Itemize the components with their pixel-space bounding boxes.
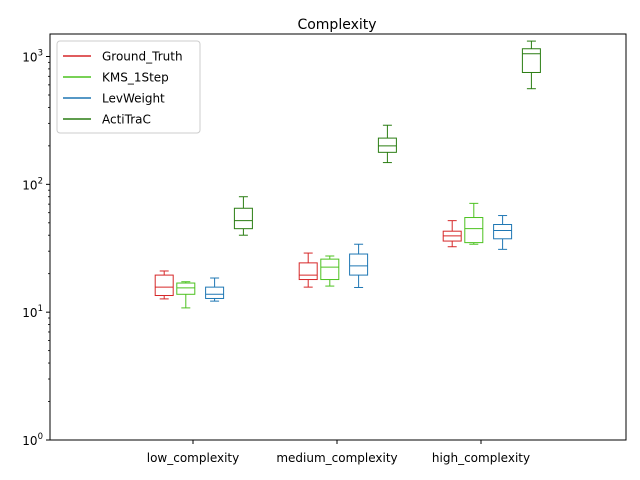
legend-item-LevWeight: LevWeight <box>63 92 165 106</box>
legend-item-ActiTraC: ActiTraC <box>63 113 151 127</box>
box-ActiTraC-high_complexity <box>521 40 541 90</box>
legend-box <box>56 40 201 134</box>
legend-label: Ground_Truth <box>102 50 183 64</box>
box-KMS_1Step-medium_complexity <box>320 255 340 287</box>
legend-item-Ground_Truth: Ground_Truth <box>63 50 183 64</box>
y-tick-label: 101 <box>22 304 43 320</box>
y-tick-label: 100 <box>22 432 43 448</box>
x-tick-label: low_complexity <box>147 451 239 465</box>
series-LevWeight <box>205 215 513 302</box>
box-LevWeight-high_complexity <box>493 215 513 250</box>
legend-label: ActiTraC <box>102 113 151 127</box>
box-LevWeight-low_complexity <box>205 277 225 302</box>
box-iqr <box>176 282 196 295</box>
legend: Ground_Truth KMS_1Step LevWeight ActiTraC <box>56 40 201 134</box>
box-iqr <box>205 286 225 299</box>
box-iqr <box>521 48 541 73</box>
y-tick-label: 102 <box>22 176 43 192</box>
box-LevWeight-medium_complexity <box>349 243 369 288</box>
box-Ground_Truth-high_complexity <box>442 220 462 248</box>
box-iqr <box>320 258 340 281</box>
box-iqr <box>464 217 484 244</box>
legend-item-KMS_1Step: KMS_1Step <box>63 71 169 85</box>
series-ActiTraC <box>233 40 541 236</box>
chart-title: Complexity <box>297 17 376 33</box>
legend-label: LevWeight <box>102 92 165 106</box>
box-Ground_Truth-medium_complexity <box>298 252 318 288</box>
legend-label: KMS_1Step <box>102 71 169 85</box>
box-iqr <box>233 207 253 230</box>
box-ActiTraC-low_complexity <box>233 196 253 236</box>
axes: 100 101 102 103 low_complexity medium_complex… <box>22 49 530 465</box>
box-iqr <box>349 253 369 276</box>
series-Ground_Truth <box>154 220 462 300</box>
box-ActiTraC-medium_complexity <box>377 124 397 164</box>
axes-frame <box>49 33 627 441</box>
plot-area <box>154 40 541 309</box>
x-tick-label: high_complexity <box>432 451 530 465</box>
box-KMS_1Step-high_complexity <box>464 202 484 245</box>
x-tick-label: medium_complexity <box>276 451 397 465</box>
box-iqr <box>493 224 513 240</box>
box-iqr <box>154 274 174 297</box>
box-iqr <box>298 262 318 281</box>
box-Ground_Truth-low_complexity <box>154 270 174 300</box>
box-iqr <box>377 137 397 153</box>
series-KMS_1Step <box>176 202 484 309</box>
box-KMS_1Step-low_complexity <box>176 281 196 309</box>
y-tick-label: 103 <box>22 49 43 65</box>
